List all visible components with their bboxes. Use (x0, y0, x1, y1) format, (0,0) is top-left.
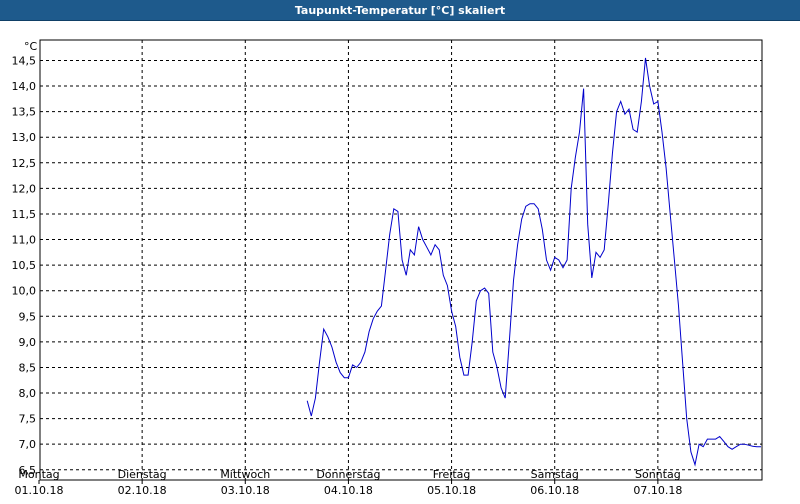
y-tick-label: 14,0 (12, 80, 37, 93)
x-tick-day-label: Samstag (531, 468, 579, 481)
y-tick-label: 8,5 (19, 361, 37, 374)
x-tick-day-label: Freitag (433, 468, 471, 481)
y-tick-label: 6,5 (19, 464, 37, 477)
chart-area: °C 14,5 14,0 13,5 13,0 12,5 12,0 11,5 11,0 10,5 1… (0, 20, 800, 500)
x-tick-date-label: 03.10.18 (221, 484, 270, 497)
x-tick-day-label: Montag (18, 468, 59, 481)
y-tick-label: 9,5 (19, 310, 37, 323)
y-tick-label: 13,5 (12, 106, 37, 119)
y-tick-label: 13,0 (12, 131, 37, 144)
series-line (306, 57, 761, 467)
y-tick-label: 7,5 (19, 413, 37, 426)
y-tick-label: 12,0 (12, 182, 37, 195)
chart-title: Taupunkt-Temperatur [°C] skaliert (294, 3, 506, 17)
x-tick-date-label: 01.10.18 (15, 484, 64, 497)
chart-title-bar: Taupunkt-Temperatur [°C] skaliert (0, 0, 800, 21)
y-axis-ticks: 14,5 14,0 13,5 13,0 12,5 12,0 11,5 11,0 10,5 10,0… (12, 54, 37, 476)
y-tick-label: 7,0 (19, 438, 37, 451)
y-tick-label: 12,5 (12, 157, 37, 170)
x-tick-day-label: Donnerstag (316, 468, 380, 481)
y-tick-label: 9,0 (19, 336, 37, 349)
x-tick-day-label: Dienstag (118, 468, 167, 481)
y-tick-label: 8,0 (19, 387, 37, 400)
grid-lines (40, 40, 762, 480)
y-tick-label: 11,0 (12, 234, 37, 247)
x-tick-date-label: 02.10.18 (118, 484, 167, 497)
x-axis-ticks: Montag 01.10.18 Dienstag 02.10.18 Mittwoch 03… (15, 468, 683, 497)
y-tick-label: 10,5 (12, 259, 37, 272)
series-layer (306, 57, 761, 467)
x-tick-date-label: 04.10.18 (324, 484, 373, 497)
x-tick-date-label: 07.10.18 (633, 484, 682, 497)
y-tick-label: 10,0 (12, 285, 37, 298)
plot-frame (39, 39, 763, 481)
x-tick-date-label: 06.10.18 (530, 484, 579, 497)
y-tick-label: 11,5 (12, 208, 37, 221)
x-tick-day-label: Sonntag (635, 468, 681, 481)
x-tick-date-label: 05.10.18 (427, 484, 476, 497)
y-unit-label: °C (24, 40, 38, 53)
y-tick-label: 14,5 (12, 54, 37, 67)
x-tick-day-label: Mittwoch (220, 468, 270, 481)
chart-svg: °C 14,514,013,513,012,512,011,511,010,51… (12, 39, 763, 497)
